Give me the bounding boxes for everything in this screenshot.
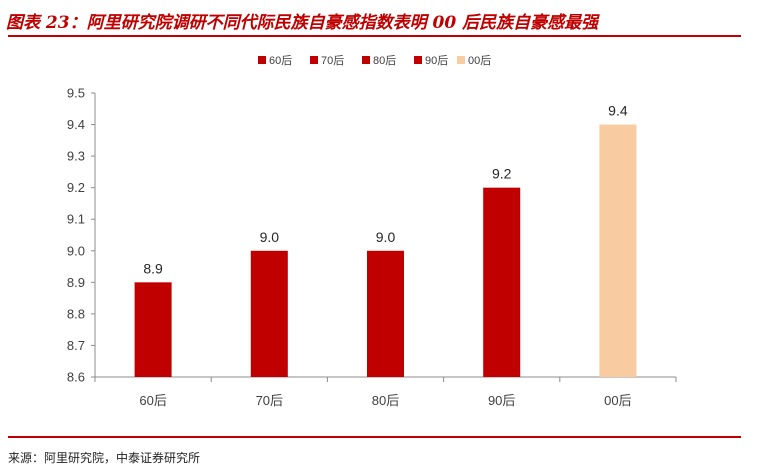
x-tick-label: 90后 [488,393,515,408]
y-axis: 8.6 8.7 8.8 8.9 9.0 9.1 9.2 9.3 9.4 9.5 [67,86,96,385]
y-tick-label: 9.2 [67,180,85,195]
y-tick-label: 8.9 [67,275,85,290]
y-tick-label: 9.5 [67,86,85,101]
y-tick-label: 9.0 [67,243,85,258]
y-tick-label: 9.4 [67,117,85,132]
legend-swatch [362,56,370,64]
y-tick-label: 9.1 [67,212,85,227]
data-label: 9.0 [376,229,396,245]
figure-title: 图表 23：阿里研究院调研不同代际民族自豪感指数表明 00 后民族自豪感最强 [6,13,599,33]
data-label: 9.4 [608,103,628,119]
y-tick-label: 8.6 [67,370,85,385]
bars [134,124,637,377]
bar-2 [250,250,288,377]
data-label: 9.0 [260,229,280,245]
source-note: 来源：阿里研究院，中泰证券研究所 [8,451,201,465]
x-axis: 60后 70后 80后 90后 00后 [94,376,677,408]
data-label: 9.2 [492,166,512,182]
y-tick-label: 9.3 [67,149,85,164]
x-tick-label: 60后 [139,393,166,408]
y-tick-label: 8.8 [67,306,85,321]
bar-5 [599,124,637,377]
bar-4 [483,187,521,377]
legend-label: 00后 [468,54,491,67]
data-label: 8.9 [143,260,163,276]
x-tick-label: 80后 [372,393,399,408]
bar-3 [367,250,404,377]
legend-swatch [414,56,422,64]
x-tick-label: 70后 [256,393,283,408]
data-labels: 8.9 9.0 9.0 9.2 9.4 [143,103,627,277]
x-tick-label: 00后 [604,393,631,408]
legend-label: 80后 [373,54,396,67]
legend-swatch [457,56,465,64]
legend-label: 90后 [425,54,448,67]
bar-1 [134,282,172,377]
y-tick-label: 8.7 [67,338,85,353]
title-underline [8,35,741,37]
legend-label: 70后 [321,54,344,67]
legend-swatch [310,56,318,64]
legend-swatch [258,56,266,64]
legend-label: 60后 [269,54,292,67]
source-rule [8,436,741,438]
chart-legend: 60后 70后 80后 90后 00后 [258,54,491,67]
